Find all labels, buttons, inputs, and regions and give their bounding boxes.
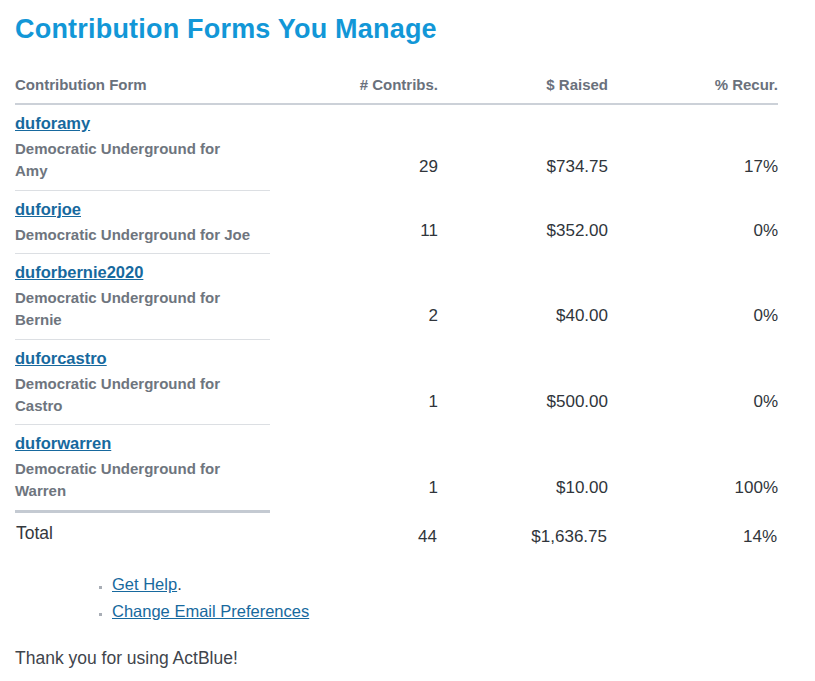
table-row: duforamy Democratic Underground for Amy …	[15, 104, 778, 190]
form-description: Democratic Underground for Warren	[15, 458, 255, 502]
row-raised: $40.00	[438, 254, 608, 340]
contribution-forms-table: Contribution Form # Contribs. $ Raised %…	[15, 76, 778, 548]
form-link[interactable]: duforcastro	[15, 349, 107, 367]
row-raised: $352.00	[438, 190, 608, 254]
list-item: Get Help.	[112, 575, 795, 594]
row-raised: $500.00	[438, 339, 608, 425]
page: Contribution Forms You Manage Contributi…	[0, 0, 815, 681]
form-description: Democratic Underground for Bernie	[15, 287, 255, 331]
total-row: Total 44 $1,636.75 14%	[15, 511, 778, 548]
link-suffix: .	[177, 575, 182, 593]
form-link[interactable]: duforjoe	[15, 200, 81, 218]
row-raised: $734.75	[438, 104, 608, 190]
row-recur: 0%	[608, 254, 778, 340]
table-header-row: Contribution Form # Contribs. $ Raised %…	[15, 76, 778, 104]
total-raised: $1,636.75	[438, 511, 608, 548]
get-help-link[interactable]: Get Help	[112, 575, 177, 593]
row-contribs: 11	[270, 190, 438, 254]
page-title: Contribution Forms You Manage	[15, 14, 795, 45]
form-link[interactable]: duforwarren	[15, 434, 111, 452]
change-email-preferences-link[interactable]: Change Email Preferences	[112, 602, 309, 620]
table-body: duforamy Democratic Underground for Amy …	[15, 104, 778, 511]
total-label: Total	[15, 511, 270, 548]
footer-links-list: Get Help. Change Email Preferences	[15, 575, 795, 621]
row-contribs: 1	[270, 425, 438, 512]
header-num-contribs: # Contribs.	[270, 76, 438, 104]
row-recur: 0%	[608, 339, 778, 425]
header-dollars-raised: $ Raised	[438, 76, 608, 104]
form-link[interactable]: duforamy	[15, 114, 90, 132]
table-row: duforbernie2020 Democratic Underground f…	[15, 254, 778, 340]
total-contribs: 44	[270, 511, 438, 548]
row-contribs: 29	[270, 104, 438, 190]
form-description: Democratic Underground for Amy	[15, 138, 255, 182]
row-raised: $10.00	[438, 425, 608, 512]
form-description: Democratic Underground for Joe	[15, 224, 255, 246]
form-link[interactable]: duforbernie2020	[15, 263, 143, 281]
table-row: duforwarren Democratic Underground for W…	[15, 425, 778, 512]
header-contribution-form: Contribution Form	[15, 76, 270, 104]
thank-you-message: Thank you for using ActBlue!	[15, 648, 795, 669]
row-recur: 0%	[608, 190, 778, 254]
table-row: duforcastro Democratic Underground for C…	[15, 339, 778, 425]
row-recur: 17%	[608, 104, 778, 190]
row-recur: 100%	[608, 425, 778, 512]
form-description: Democratic Underground for Castro	[15, 373, 255, 417]
table-row: duforjoe Democratic Underground for Joe …	[15, 190, 778, 254]
row-contribs: 1	[270, 339, 438, 425]
list-item: Change Email Preferences	[112, 602, 795, 621]
header-percent-recurring: % Recur.	[608, 76, 778, 104]
row-contribs: 2	[270, 254, 438, 340]
total-recur: 14%	[608, 511, 778, 548]
